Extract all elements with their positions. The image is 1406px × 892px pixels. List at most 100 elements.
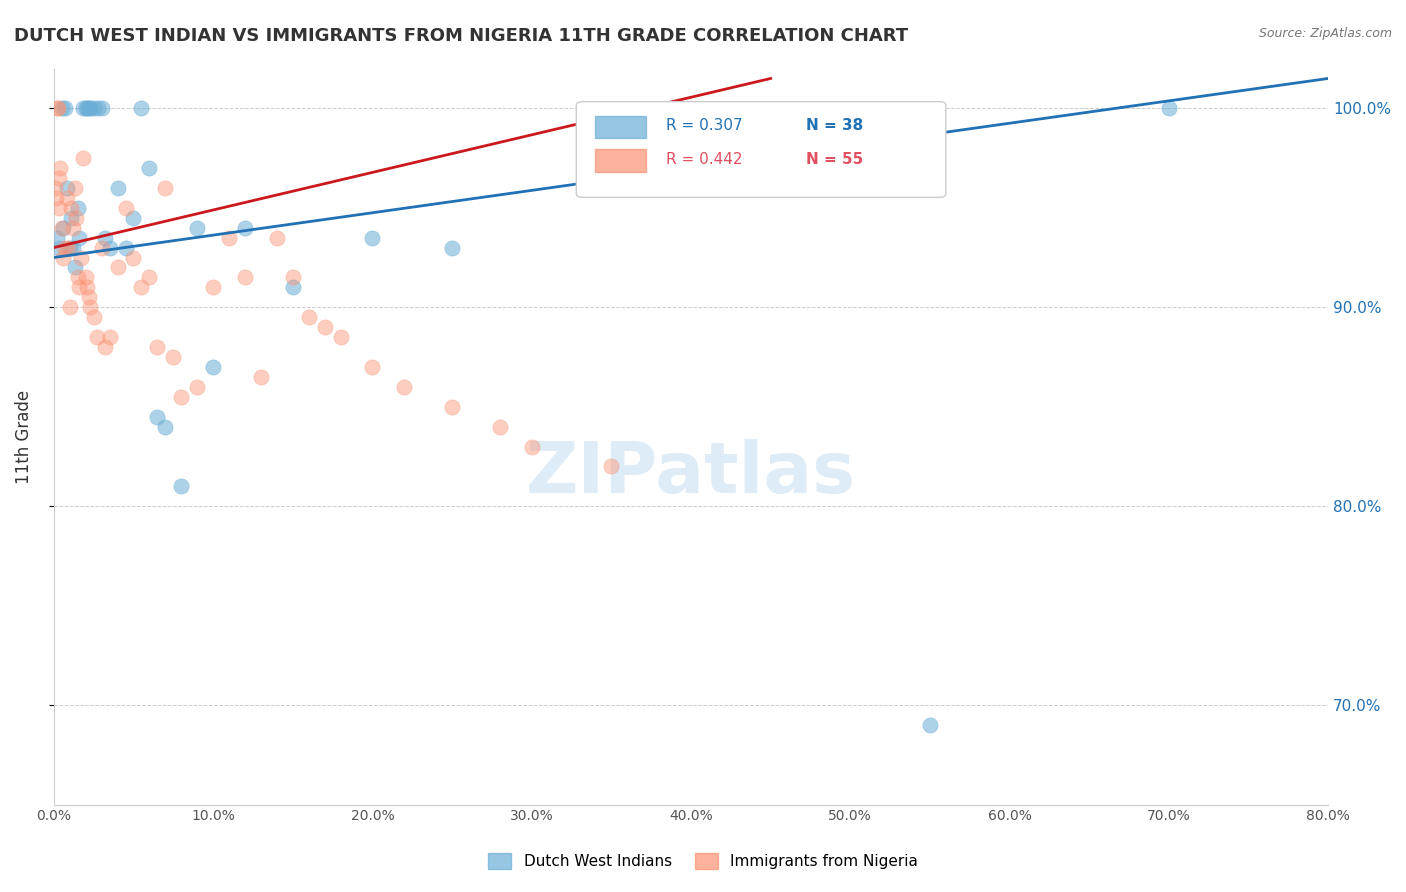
Point (138, 161, 160, 175)
Point (233, 220, 256, 235)
Point (60, 211, 83, 225)
Point (59, 300, 82, 314)
Point (51, 101, 73, 115)
Text: N = 55: N = 55 (806, 152, 863, 167)
Point (79, 101, 101, 115)
Point (233, 270, 256, 285)
Text: R = 0.442: R = 0.442 (665, 152, 742, 167)
Point (67, 230, 90, 244)
Y-axis label: 11th Grade: 11th Grade (15, 390, 32, 483)
Point (98, 241, 121, 255)
Text: Source: ZipAtlas.com: Source: ZipAtlas.com (1258, 27, 1392, 40)
Point (48, 201, 70, 215)
Point (53, 241, 76, 255)
Point (56, 241, 79, 255)
Point (600, 459, 623, 474)
Point (44, 181, 66, 195)
Point (281, 280, 304, 294)
Bar (595, 116, 647, 138)
Point (155, 419, 177, 434)
Point (52, 251, 75, 265)
Point (72, 101, 94, 115)
Point (146, 340, 169, 354)
Point (98, 330, 121, 344)
Point (202, 280, 225, 294)
Point (79, 300, 101, 314)
Point (114, 201, 136, 215)
Point (62, 220, 84, 235)
Point (72, 151, 94, 165)
Point (314, 320, 336, 334)
Point (186, 220, 208, 235)
Text: DUTCH WEST INDIAN VS IMMIGRANTS FROM NIGERIA 11TH GRADE CORRELATION CHART: DUTCH WEST INDIAN VS IMMIGRANTS FROM NIG… (14, 27, 908, 45)
Bar (595, 150, 647, 171)
Point (186, 380, 208, 394)
Point (77, 101, 100, 115)
Point (1157, 101, 1180, 115)
Point (170, 479, 193, 493)
Point (250, 370, 273, 384)
Point (45, 191, 67, 205)
Point (46, 101, 69, 115)
Point (520, 440, 543, 454)
Point (122, 251, 145, 265)
Point (63, 181, 86, 195)
FancyBboxPatch shape (576, 102, 946, 197)
Point (489, 419, 512, 434)
Point (67, 280, 90, 294)
Point (83, 101, 105, 115)
Point (52, 220, 75, 235)
Point (77, 290, 100, 304)
Point (131, 101, 153, 115)
Point (361, 359, 384, 374)
Point (155, 181, 177, 195)
Point (94, 340, 117, 354)
Text: R = 0.307: R = 0.307 (665, 119, 742, 134)
Point (48, 241, 70, 255)
Point (94, 230, 117, 244)
Point (394, 380, 416, 394)
Point (46, 101, 69, 115)
Point (441, 400, 464, 414)
Point (86, 330, 108, 344)
Point (146, 409, 169, 424)
Point (75, 270, 97, 285)
Point (441, 241, 464, 255)
Point (60, 201, 83, 215)
Text: N = 38: N = 38 (806, 119, 863, 134)
Point (46, 230, 69, 244)
Point (170, 390, 193, 404)
Point (918, 718, 941, 732)
Point (266, 230, 288, 244)
Point (70, 251, 93, 265)
Point (218, 230, 240, 244)
Point (55, 191, 77, 205)
Point (65, 211, 87, 225)
Point (361, 230, 384, 244)
Point (329, 330, 352, 344)
Point (53, 101, 76, 115)
Point (131, 280, 153, 294)
Point (66, 201, 89, 215)
Point (66, 270, 89, 285)
Point (55, 181, 77, 195)
Point (76, 280, 98, 294)
Point (138, 270, 160, 285)
Point (87, 101, 110, 115)
Point (202, 359, 225, 374)
Point (83, 310, 105, 325)
Point (63, 260, 86, 275)
Point (90, 241, 112, 255)
Point (59, 241, 82, 255)
Point (122, 211, 145, 225)
Point (76, 101, 98, 115)
Point (281, 270, 304, 285)
Point (51, 220, 73, 235)
Point (298, 310, 321, 325)
Point (49, 161, 72, 175)
Point (107, 181, 129, 195)
Point (75, 101, 97, 115)
Text: ZIPatlas: ZIPatlas (526, 439, 856, 508)
Point (162, 350, 184, 364)
Point (48, 170, 70, 185)
